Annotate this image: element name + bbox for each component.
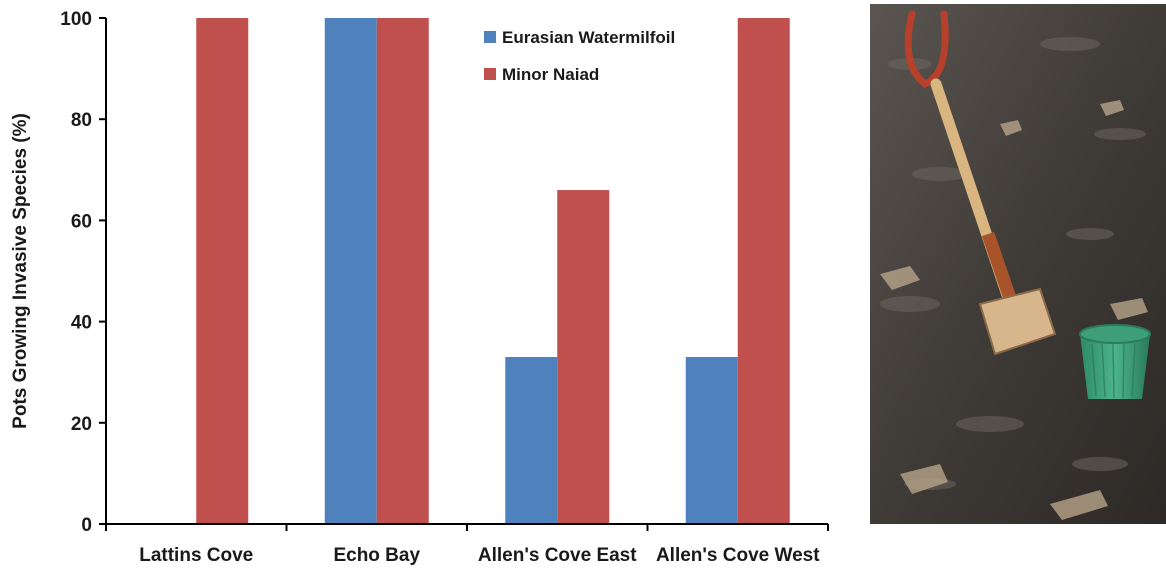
y-tick-label: 80 bbox=[71, 110, 92, 131]
bar-eurasian-watermilfoil-3 bbox=[685, 357, 738, 524]
green-pot bbox=[1079, 324, 1151, 399]
shovel-and-pot-photo bbox=[870, 4, 1166, 524]
legend-swatch bbox=[484, 31, 496, 43]
y-tick-label: 20 bbox=[71, 414, 92, 435]
bar-minor-naiad-0 bbox=[196, 18, 249, 524]
y-tick-label: 0 bbox=[81, 515, 92, 536]
x-category-label: Lattins Cove bbox=[139, 545, 253, 566]
y-tick-label: 40 bbox=[71, 313, 92, 334]
shovel bbox=[904, 10, 1057, 356]
x-category-label: Allen's Cove East bbox=[478, 545, 637, 566]
dead-leaves bbox=[880, 100, 1148, 520]
legend-swatch bbox=[484, 68, 496, 80]
y-tick-label: 100 bbox=[60, 9, 92, 30]
x-category-label: Allen's Cove West bbox=[656, 545, 820, 566]
y-ticks-group: 0 20 40 60 80 100 bbox=[60, 9, 106, 536]
legend: Eurasian Watermilfoil Minor Naiad bbox=[484, 28, 675, 84]
bar-minor-naiad-3 bbox=[737, 18, 790, 524]
y-axis-label: Pots Growing Invasive Species (%) bbox=[10, 113, 31, 429]
legend-label: Minor Naiad bbox=[502, 65, 599, 84]
bar-eurasian-watermilfoil-1 bbox=[324, 18, 377, 524]
x-categories-group: Lattins Cove Echo Bay Allen's Cove East All… bbox=[105, 524, 829, 566]
bar-chart: 0 20 40 60 80 100 Lattins Cove Echo Bay Allen's… bbox=[10, 9, 829, 566]
mud-background bbox=[870, 4, 1166, 524]
bar-minor-naiad-2 bbox=[557, 190, 610, 525]
y-tick-label: 60 bbox=[71, 211, 92, 232]
bar-eurasian-watermilfoil-2 bbox=[505, 357, 558, 524]
bar-minor-naiad-1 bbox=[376, 18, 429, 524]
bars-group bbox=[196, 18, 790, 525]
x-category-label: Echo Bay bbox=[333, 545, 420, 566]
legend-label: Eurasian Watermilfoil bbox=[502, 28, 675, 47]
